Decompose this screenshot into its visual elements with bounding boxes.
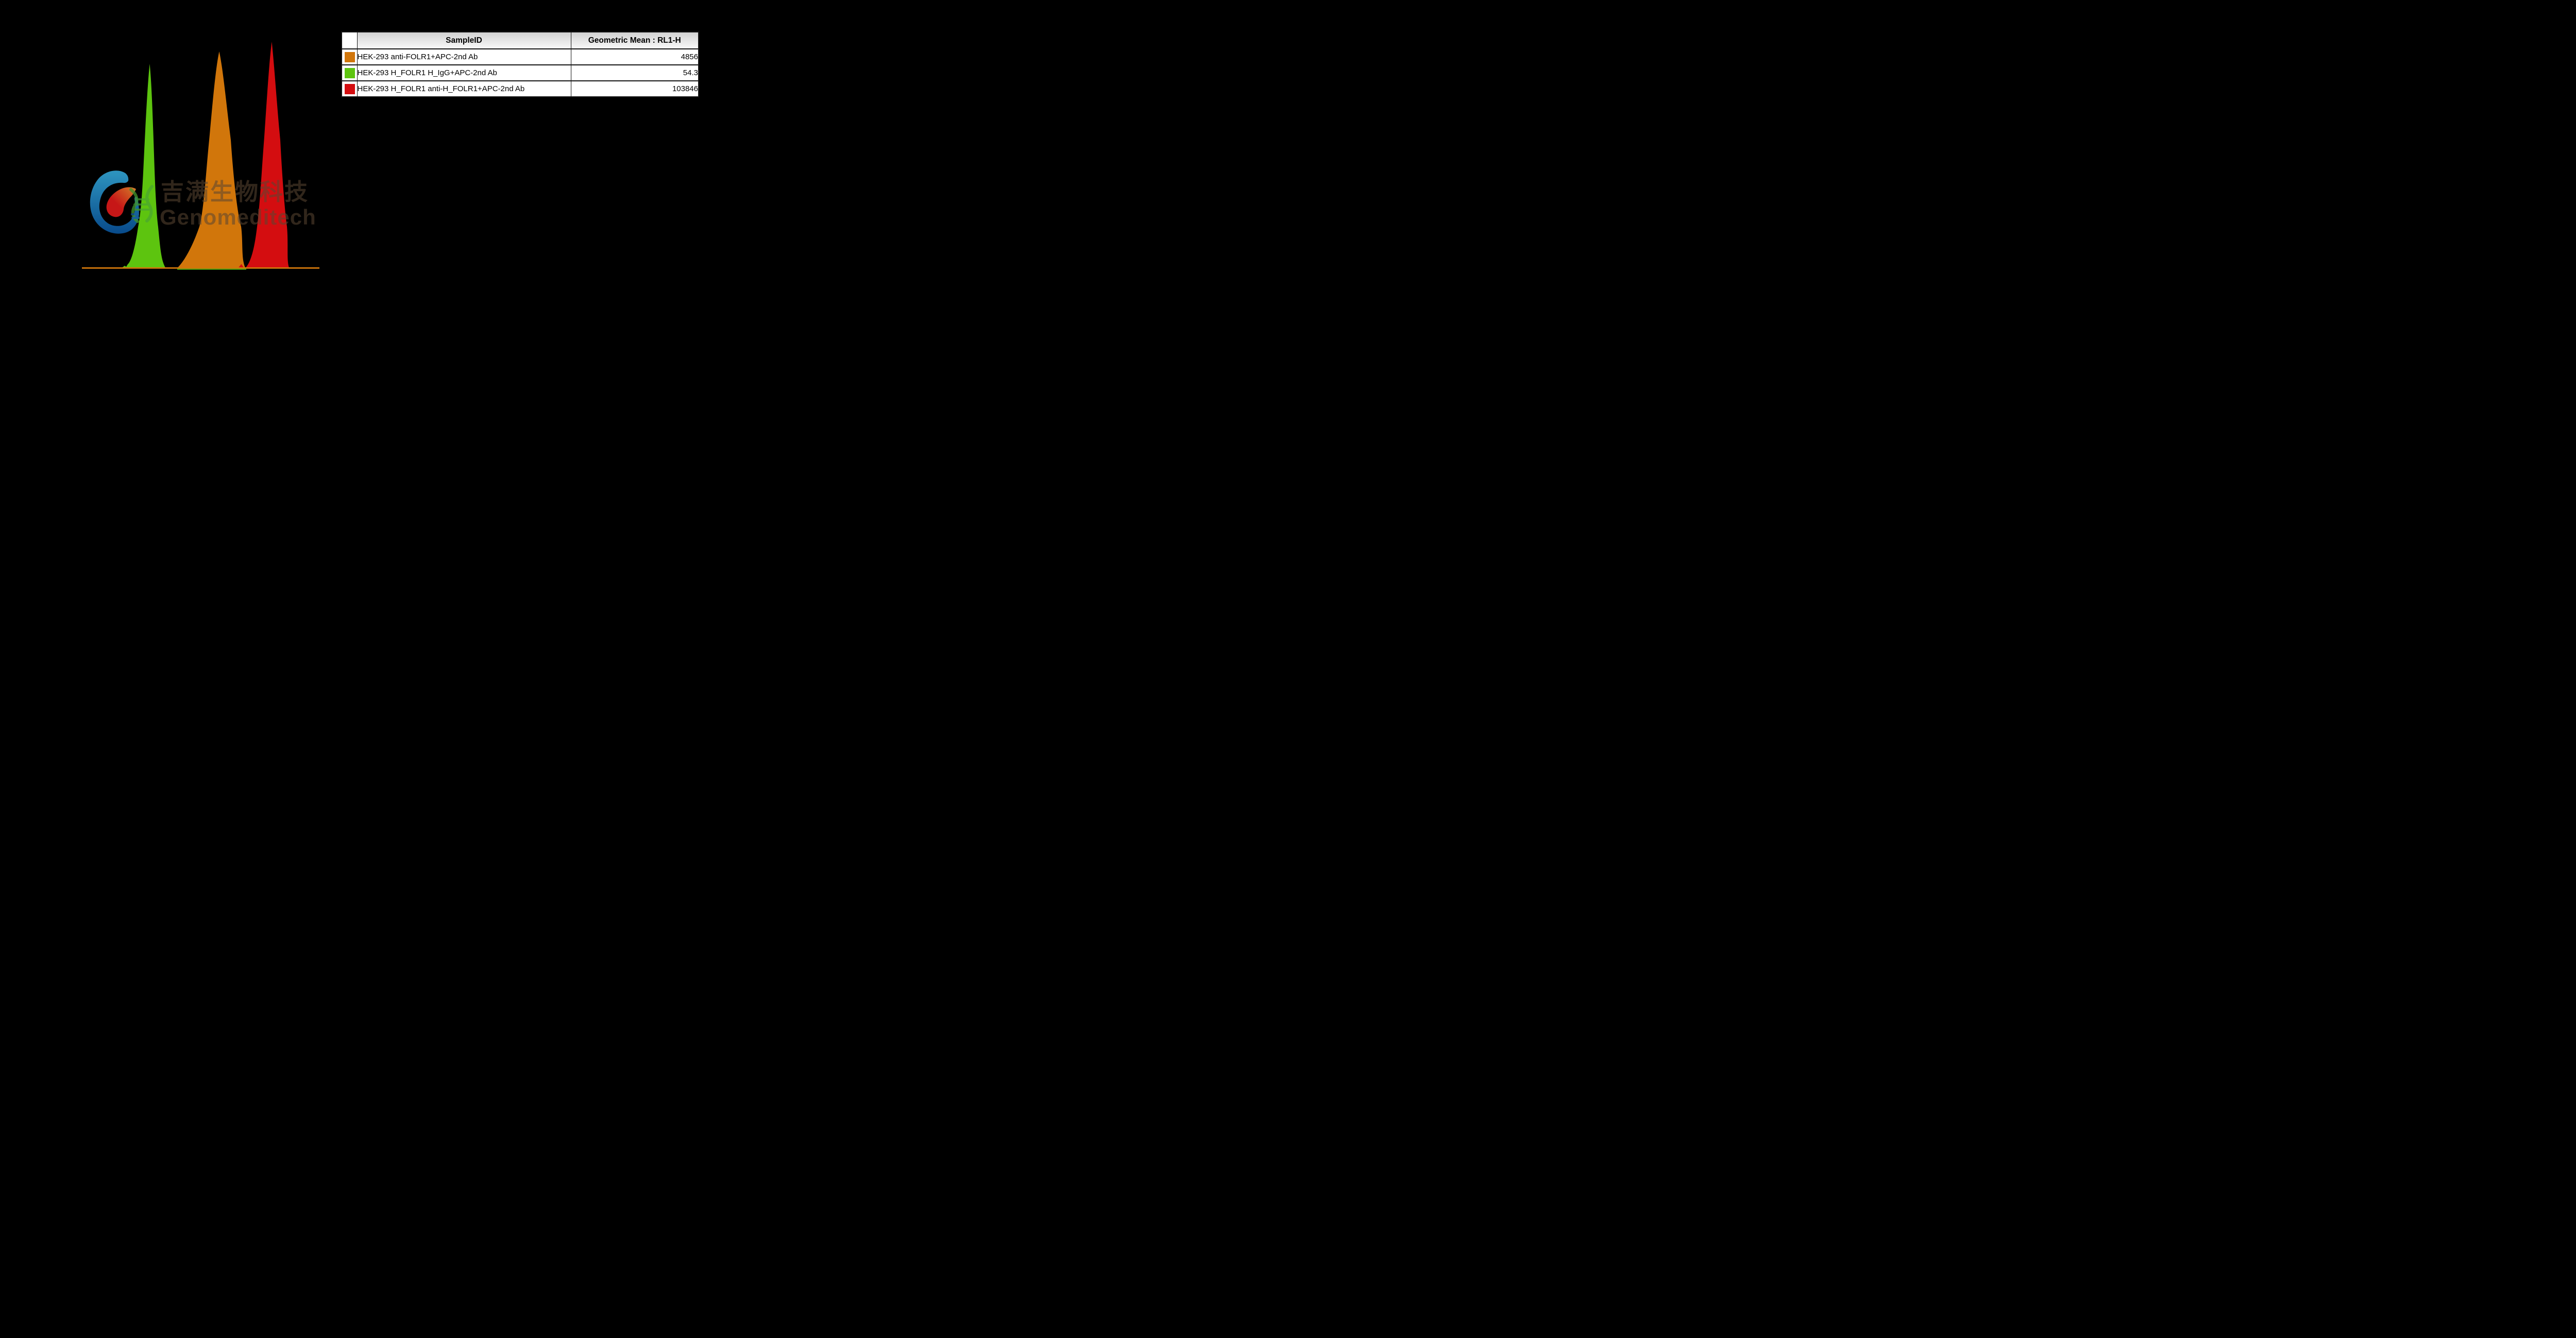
results-table: SampleID Geometric Mean : RL1-H HEK-293 … xyxy=(341,31,699,97)
histogram-plot xyxy=(82,42,319,270)
swatch-cell xyxy=(342,65,358,81)
series-color-swatch-green xyxy=(345,67,355,78)
table-header-row: SampleID Geometric Mean : RL1-H xyxy=(342,32,699,49)
x-axis-line xyxy=(82,267,319,269)
column-header-geometric-mean: Geometric Mean : RL1-H xyxy=(571,32,699,49)
geometric-mean-value-cell: 4856 xyxy=(571,49,699,65)
green-baseline-sliver xyxy=(177,268,246,270)
logo-red-swirl-icon xyxy=(106,187,136,217)
column-header-sampleid: SampleID xyxy=(357,32,571,49)
swatch-cell xyxy=(342,49,358,65)
swatch-cell xyxy=(342,81,358,97)
sample-id-cell: HEK-293 H_FOLR1 H_IgG+APC-2nd Ab xyxy=(357,65,571,81)
sample-id-cell: HEK-293 H_FOLR1 anti-H_FOLR1+APC-2nd Ab xyxy=(357,81,571,97)
series-color-swatch-orange xyxy=(345,52,355,62)
histogram-red-blip xyxy=(239,264,244,268)
genomeditech-logo xyxy=(90,170,154,234)
histogram-peak-orange xyxy=(178,52,245,268)
table-row-green: HEK-293 H_FOLR1 H_IgG+APC-2nd Ab 54.3 xyxy=(342,65,699,81)
geometric-mean-value-cell: 54.3 xyxy=(571,65,699,81)
histogram-peak-green xyxy=(122,64,165,268)
histogram-peak-red xyxy=(246,42,289,268)
column-header-swatch xyxy=(342,32,358,49)
table-row-red: HEK-293 H_FOLR1 anti-H_FOLR1+APC-2nd Ab … xyxy=(342,81,699,97)
geometric-mean-value-cell: 103846 xyxy=(571,81,699,97)
sample-id-cell: HEK-293 anti-FOLR1+APC-2nd Ab xyxy=(357,49,571,65)
series-color-swatch-red xyxy=(345,83,355,94)
screenshot-canvas: 吉满生物科技 Genomeditech SampleID Geometric M… xyxy=(0,0,722,335)
table-row-orange: HEK-293 anti-FOLR1+APC-2nd Ab 4856 xyxy=(342,49,699,65)
logo-dna-helix-icon xyxy=(129,185,154,223)
logo-blue-swirl-icon xyxy=(90,170,139,234)
